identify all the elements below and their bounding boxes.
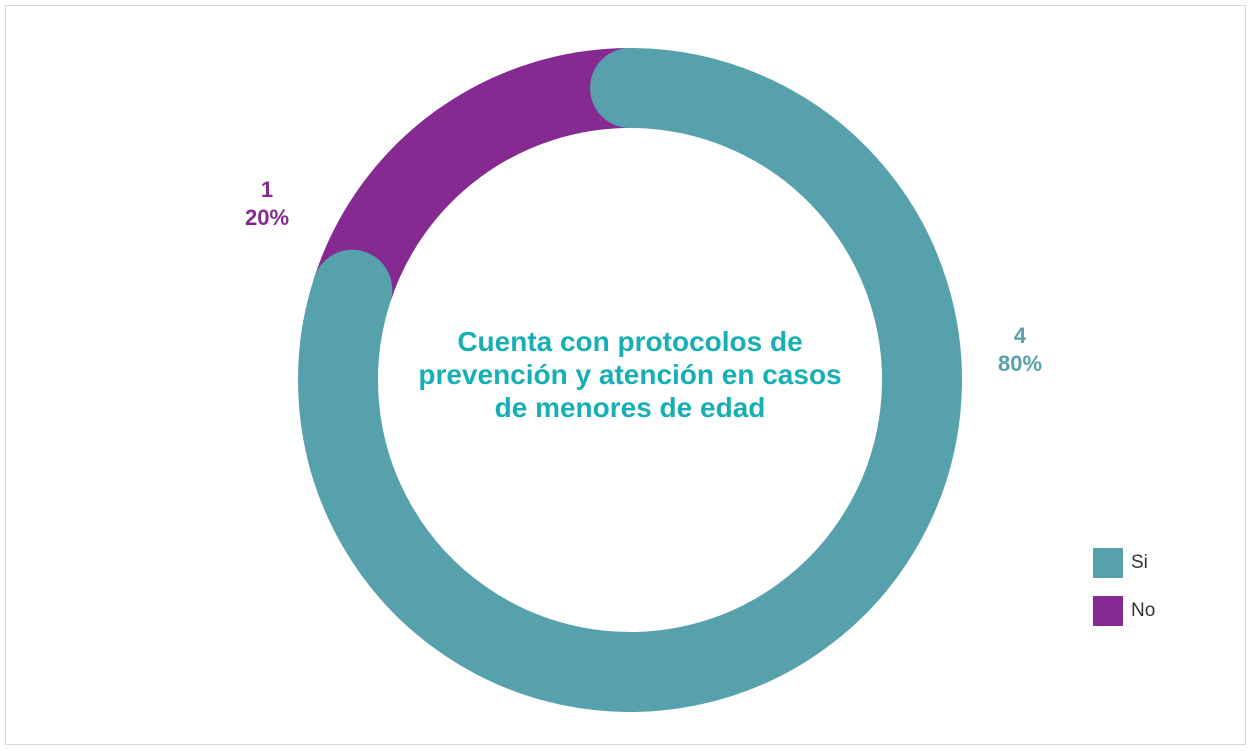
- slice-label-si-count: 4: [1013, 323, 1027, 348]
- legend-label-no: No: [1131, 600, 1156, 621]
- legend-label-si: Si: [1131, 552, 1148, 573]
- legend-item-no: No: [1093, 596, 1155, 626]
- legend-item-si: Si: [1093, 548, 1155, 578]
- chart-frame: [5, 5, 1246, 745]
- chart-legend: Si No: [1093, 548, 1155, 644]
- legend-swatch-si: [1093, 548, 1123, 578]
- slice-label-no-percent: 20%: [244, 205, 290, 230]
- donut-slice-si: [298, 48, 962, 712]
- slice-label-si-percent: 80%: [997, 351, 1043, 376]
- donut-slice-no: [314, 48, 631, 303]
- slice-label-no: 1 20%: [222, 176, 312, 232]
- chart-center-title: Cuenta con protocolos de prevención y at…: [418, 326, 842, 423]
- legend-swatch-no: [1093, 596, 1123, 626]
- slice-label-si: 4 80%: [975, 322, 1065, 378]
- slice-label-no-count: 1: [260, 177, 274, 202]
